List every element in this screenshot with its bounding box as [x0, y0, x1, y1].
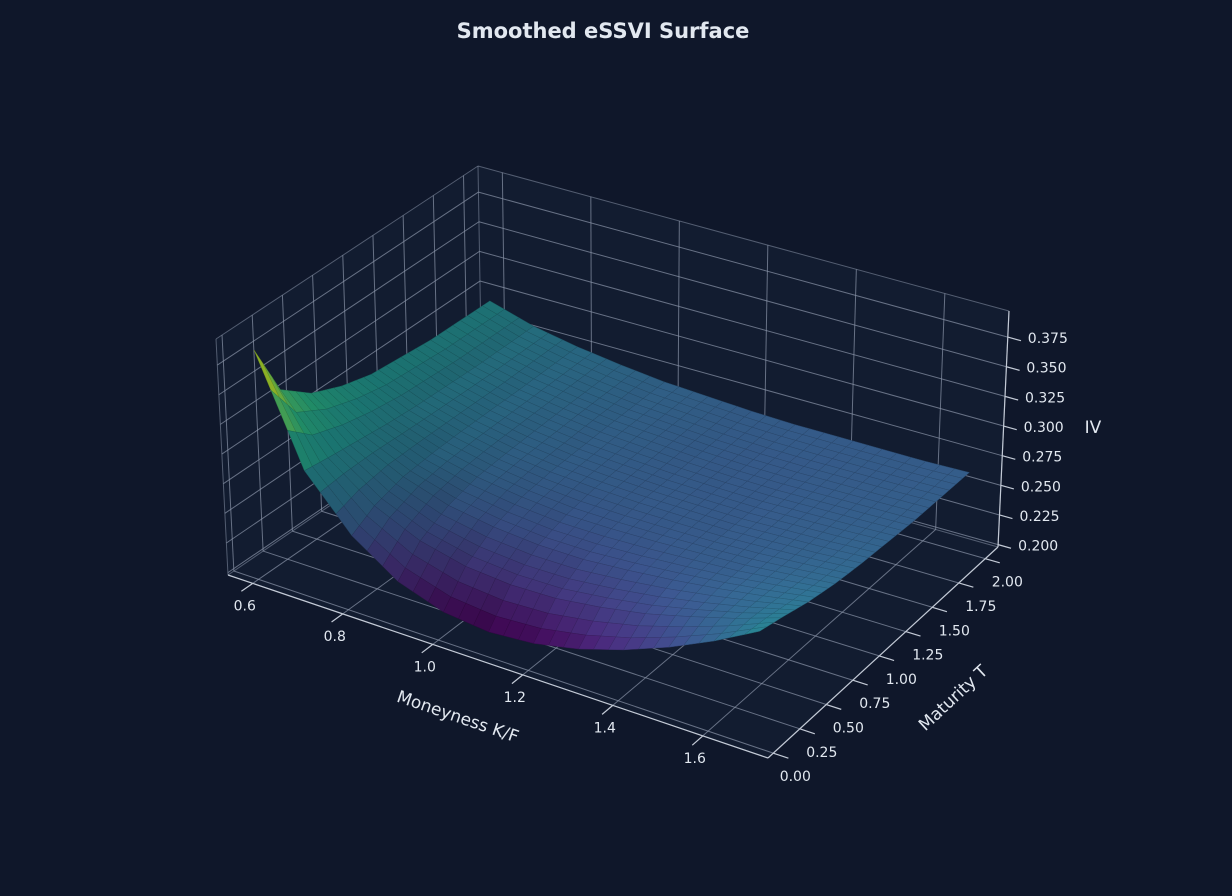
y-tick-label: 0.75 — [859, 696, 890, 712]
pane-edge — [215, 338, 229, 576]
x-tick-label: 1.0 — [414, 659, 436, 675]
z-tick-label: 0.375 — [1028, 331, 1068, 347]
pane-edge — [215, 165, 479, 340]
side-pane — [216, 166, 482, 575]
y-tick — [852, 679, 868, 686]
x-tick-label: 0.6 — [234, 598, 256, 614]
gridline-z — [221, 280, 481, 455]
gridline-z — [480, 310, 1003, 457]
y-tick — [799, 728, 816, 735]
y-tick-label: 0.50 — [833, 721, 864, 737]
z-tick — [1003, 425, 1017, 431]
x-tick-label: 1.4 — [594, 720, 616, 736]
x-tick-label: 1.2 — [504, 690, 526, 706]
x-axis-line — [227, 574, 769, 759]
gridline-y — [251, 315, 264, 552]
z-tick — [1007, 336, 1022, 342]
x-tick-label: 0.8 — [324, 629, 346, 645]
z-tick-label: 0.300 — [1024, 420, 1064, 436]
axes: 0.6 0.8 1.0 1.2 1.4 1.6 0.00 0.25 0.50 0.75 1.00 1.… — [227, 310, 1068, 785]
gridline-z — [217, 191, 479, 366]
surface-patch — [744, 626, 768, 635]
x-tick — [601, 704, 614, 715]
y-tick-label: 0.25 — [806, 745, 837, 761]
y-tick-label: 1.75 — [965, 599, 996, 615]
gridline-x — [702, 529, 936, 737]
gridline-z — [479, 280, 1004, 427]
y-tick — [985, 558, 1000, 564]
z-tick — [999, 514, 1013, 520]
y-tick — [826, 703, 842, 710]
z-tick-label: 0.275 — [1022, 450, 1062, 466]
x-tick — [691, 735, 704, 746]
gridline-y — [233, 570, 774, 754]
z-tick — [1000, 484, 1015, 490]
y-tick-label: 0.00 — [780, 769, 811, 785]
z-tick-label: 0.350 — [1026, 361, 1066, 377]
pane-edge — [477, 165, 1010, 312]
z-tick — [1004, 395, 1019, 401]
y-tick-label: 2.00 — [992, 575, 1023, 591]
y-tick-label: 1.50 — [939, 623, 970, 639]
x-tick — [241, 582, 254, 592]
z-tick — [1006, 366, 1020, 371]
y-tick-label: 1.00 — [886, 672, 917, 688]
surface — [253, 300, 970, 651]
gridline-z — [478, 221, 1007, 368]
z-tick-label: 0.250 — [1021, 479, 1061, 495]
gridline-z — [478, 191, 1008, 338]
z-axis-line — [997, 310, 1010, 548]
x-tick — [421, 643, 434, 654]
z-tick-label: 0.225 — [1019, 509, 1059, 525]
x-tick — [511, 674, 524, 685]
z-tick-label: 0.325 — [1025, 390, 1065, 406]
y-axis-line — [767, 546, 999, 759]
gridline-z — [220, 250, 480, 425]
y-tick — [879, 655, 895, 662]
x-tick — [331, 613, 344, 623]
y-tick — [773, 752, 789, 759]
z-tick — [997, 544, 1012, 549]
y-tick — [958, 582, 974, 588]
x-tick-label: 1.6 — [684, 751, 706, 767]
gridline-z — [479, 250, 1006, 397]
y-tick — [932, 606, 948, 613]
z-tick-label: 0.200 — [1018, 539, 1058, 555]
z-tick — [1002, 455, 1016, 460]
y-tick-label: 1.25 — [912, 648, 943, 664]
chart-title: Smoothed eSSVI Surface — [457, 19, 750, 43]
gridline-y — [221, 334, 235, 572]
y-tick — [905, 631, 921, 637]
z-axis-label: IV — [1085, 418, 1102, 438]
